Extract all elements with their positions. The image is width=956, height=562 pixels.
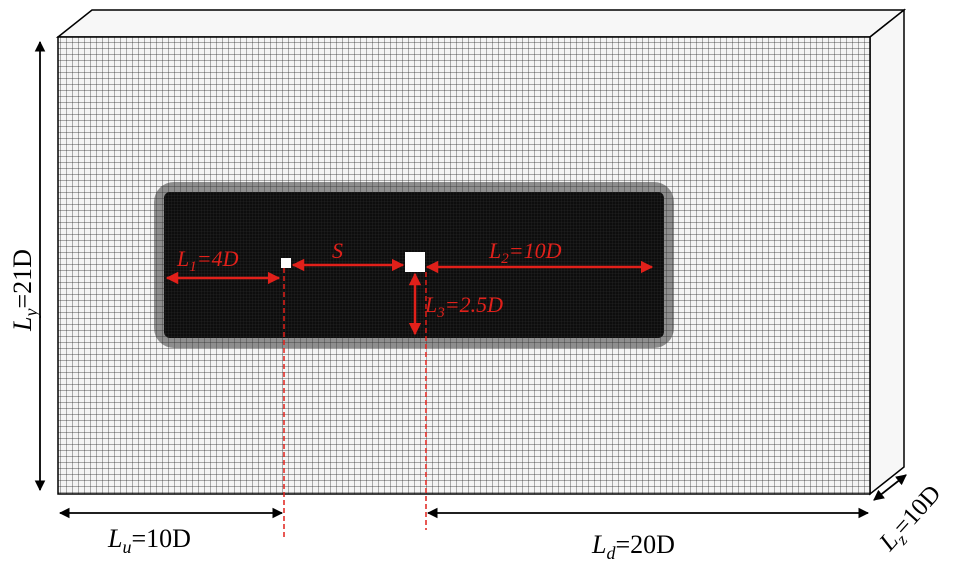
ly-label: Ly=21D	[8, 249, 41, 332]
l2-label: L2=10D	[488, 238, 562, 267]
lu-label: Lu=10D	[107, 524, 191, 557]
l1-label: L1=4D	[176, 246, 239, 275]
domain-side-face	[869, 8, 905, 496]
lz-dimension-arrow	[873, 474, 907, 501]
ld-label: Ld=20D	[591, 530, 675, 562]
s-label: S	[332, 238, 343, 263]
small-cylinder	[281, 258, 291, 268]
domain-top-face	[55, 9, 907, 38]
large-cylinder	[405, 252, 425, 272]
l3-label: L3=2.5D	[424, 292, 503, 321]
